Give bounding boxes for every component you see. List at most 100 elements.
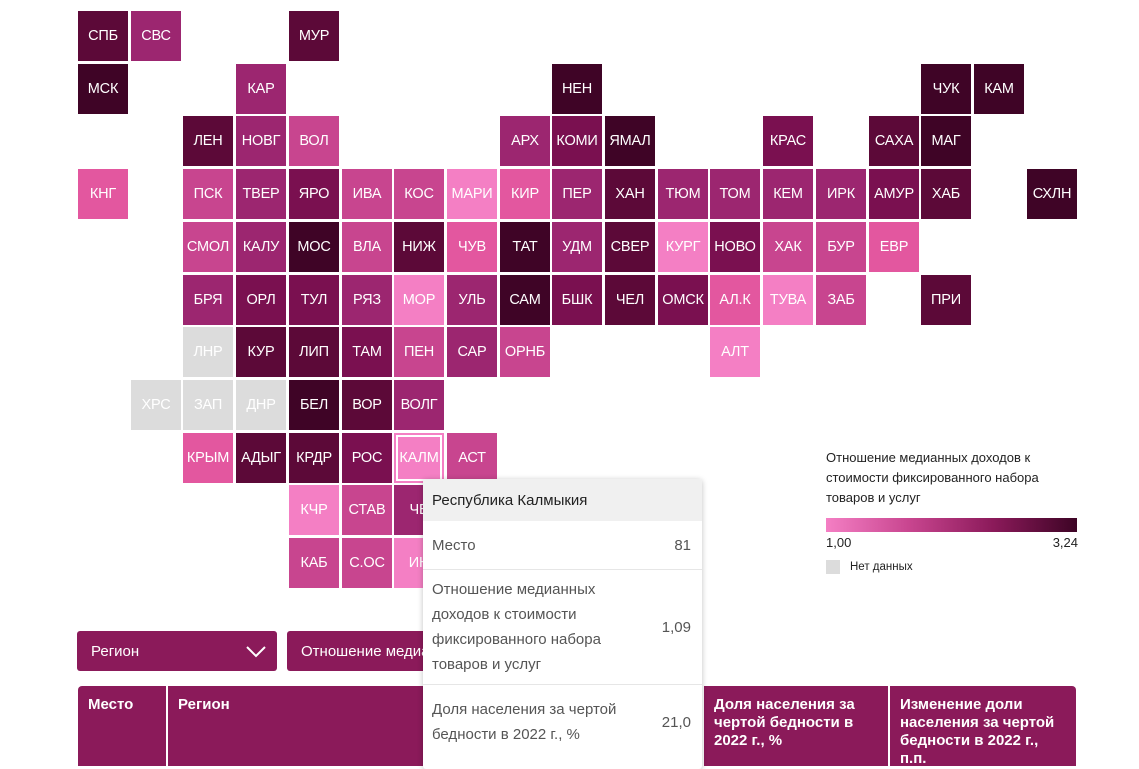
region-tile[interactable]: ТАТ bbox=[500, 222, 550, 272]
region-tile[interactable]: ЧУК bbox=[921, 64, 971, 114]
legend-min: 1,00 bbox=[826, 535, 852, 550]
region-tile[interactable]: ИРК bbox=[816, 169, 866, 219]
region-tile[interactable]: КАМ bbox=[974, 64, 1024, 114]
region-tile[interactable]: МОР bbox=[394, 275, 444, 325]
region-tile[interactable]: НЕН bbox=[552, 64, 602, 114]
region-tile[interactable]: НОВГ bbox=[236, 116, 286, 166]
region-tile[interactable]: РОС bbox=[342, 433, 392, 483]
region-tile[interactable]: КОМИ bbox=[552, 116, 602, 166]
th-poverty-change[interactable]: Изменение доли населения за чертой бедно… bbox=[888, 686, 1076, 766]
region-tile[interactable]: ХРС bbox=[131, 380, 181, 430]
region-tile[interactable]: СПБ bbox=[78, 11, 128, 61]
region-tile[interactable]: ОРНБ bbox=[500, 327, 550, 377]
region-tile[interactable]: КОС bbox=[394, 169, 444, 219]
region-tile[interactable]: ТОМ bbox=[710, 169, 760, 219]
region-tile[interactable]: ПЕН bbox=[394, 327, 444, 377]
region-tile[interactable]: ОМСК bbox=[658, 275, 708, 325]
region-tile[interactable]: ЯРО bbox=[289, 169, 339, 219]
region-tile[interactable]: ВОЛ bbox=[289, 116, 339, 166]
region-tile[interactable]: ХАК bbox=[763, 222, 813, 272]
region-tile[interactable]: УЛЬ bbox=[447, 275, 497, 325]
region-tile[interactable]: АРХ bbox=[500, 116, 550, 166]
region-tile[interactable]: СВЕР bbox=[605, 222, 655, 272]
region-tile[interactable]: КАЛМ bbox=[394, 433, 444, 483]
region-tile[interactable]: ТУВА bbox=[763, 275, 813, 325]
region-tile[interactable]: АЛ.К bbox=[710, 275, 760, 325]
region-tile[interactable]: ЛИП bbox=[289, 327, 339, 377]
region-tile[interactable]: ХАН bbox=[605, 169, 655, 219]
region-tile[interactable]: КРАС bbox=[763, 116, 813, 166]
region-tile[interactable]: СВС bbox=[131, 11, 181, 61]
legend: Отношение медианных доходов к стоимости … bbox=[826, 448, 1078, 574]
region-tile[interactable]: ЧЕЛ bbox=[605, 275, 655, 325]
legend-gradient-bar bbox=[826, 518, 1077, 532]
region-tile[interactable]: ХАБ bbox=[921, 169, 971, 219]
region-tile[interactable]: КЕМ bbox=[763, 169, 813, 219]
tooltip-row-value: 1,09 bbox=[661, 618, 691, 636]
region-tile[interactable]: ДНР bbox=[236, 380, 286, 430]
region-tile[interactable]: МАРИ bbox=[447, 169, 497, 219]
legend-title: Отношение медианных доходов к стоимости … bbox=[826, 450, 1039, 505]
region-tile[interactable]: КИР bbox=[500, 169, 550, 219]
region-tile[interactable]: КУР bbox=[236, 327, 286, 377]
legend-nodata: Нет данных bbox=[826, 560, 1078, 574]
region-tile[interactable]: АМУР bbox=[869, 169, 919, 219]
legend-scale: 1,00 3,24 bbox=[826, 535, 1078, 550]
region-tile[interactable]: КРДР bbox=[289, 433, 339, 483]
region-tile[interactable]: БШК bbox=[552, 275, 602, 325]
region-tile[interactable]: КУРГ bbox=[658, 222, 708, 272]
region-tile[interactable]: ВОЛГ bbox=[394, 380, 444, 430]
region-tile[interactable]: ОРЛ bbox=[236, 275, 286, 325]
region-tile[interactable]: ПЕР bbox=[552, 169, 602, 219]
region-tile[interactable]: СХЛН bbox=[1027, 169, 1077, 219]
region-tile[interactable]: МСК bbox=[78, 64, 128, 114]
region-tile[interactable]: ЛЕН bbox=[183, 116, 233, 166]
region-select[interactable]: Регион bbox=[77, 631, 277, 671]
region-tile[interactable]: ЕВР bbox=[869, 222, 919, 272]
region-tile[interactable]: КНГ bbox=[78, 169, 128, 219]
region-tile[interactable]: ИВА bbox=[342, 169, 392, 219]
region-tile[interactable]: НОВО bbox=[710, 222, 760, 272]
region-tile[interactable]: САР bbox=[447, 327, 497, 377]
region-tile[interactable]: БРЯ bbox=[183, 275, 233, 325]
region-tile[interactable]: ТВЕР bbox=[236, 169, 286, 219]
region-tile[interactable]: БЕЛ bbox=[289, 380, 339, 430]
region-tile[interactable]: КАР bbox=[236, 64, 286, 114]
region-tile[interactable]: ЛНР bbox=[183, 327, 233, 377]
region-tile[interactable]: УДМ bbox=[552, 222, 602, 272]
region-tile[interactable]: КАБ bbox=[289, 538, 339, 588]
region-tile[interactable]: АЛТ bbox=[710, 327, 760, 377]
region-select-label: Регион bbox=[91, 642, 140, 660]
region-tile[interactable]: ЗАП bbox=[183, 380, 233, 430]
region-tile[interactable]: СМОЛ bbox=[183, 222, 233, 272]
region-tile[interactable]: БУР bbox=[816, 222, 866, 272]
region-tile[interactable]: ВЛА bbox=[342, 222, 392, 272]
th-region[interactable]: Регион bbox=[166, 686, 706, 766]
region-tile[interactable]: ТУЛ bbox=[289, 275, 339, 325]
region-tile[interactable]: РЯЗ bbox=[342, 275, 392, 325]
region-tile[interactable]: АДЫГ bbox=[236, 433, 286, 483]
region-tile[interactable]: МАГ bbox=[921, 116, 971, 166]
region-tile[interactable]: С.ОС bbox=[342, 538, 392, 588]
region-tile[interactable]: ТАМ bbox=[342, 327, 392, 377]
region-tile[interactable]: МУР bbox=[289, 11, 339, 61]
region-tile[interactable]: ТЮМ bbox=[658, 169, 708, 219]
region-tile[interactable]: КРЫМ bbox=[183, 433, 233, 483]
region-tile[interactable]: КАЛУ bbox=[236, 222, 286, 272]
region-tile[interactable]: ПСК bbox=[183, 169, 233, 219]
region-tile[interactable]: МОС bbox=[289, 222, 339, 272]
region-tile[interactable]: ПРИ bbox=[921, 275, 971, 325]
region-tile[interactable]: НИЖ bbox=[394, 222, 444, 272]
region-tile[interactable]: ВОР bbox=[342, 380, 392, 430]
region-tile[interactable]: САХА bbox=[869, 116, 919, 166]
region-tile[interactable]: КЧР bbox=[289, 485, 339, 535]
region-tile[interactable]: ЯМАЛ bbox=[605, 116, 655, 166]
region-tile[interactable]: ЧУВ bbox=[447, 222, 497, 272]
th-place[interactable]: Место bbox=[88, 696, 134, 713]
region-tile[interactable]: АСТ bbox=[447, 433, 497, 483]
metric-select[interactable]: Отношение медианных доходов к стоимости … bbox=[287, 631, 437, 671]
region-tile[interactable]: ЗАБ bbox=[816, 275, 866, 325]
region-tile[interactable]: САМ bbox=[500, 275, 550, 325]
region-tile[interactable]: СТАВ bbox=[342, 485, 392, 535]
th-poverty-share[interactable]: Доля населения за чертой бедности в 2022… bbox=[702, 686, 890, 766]
